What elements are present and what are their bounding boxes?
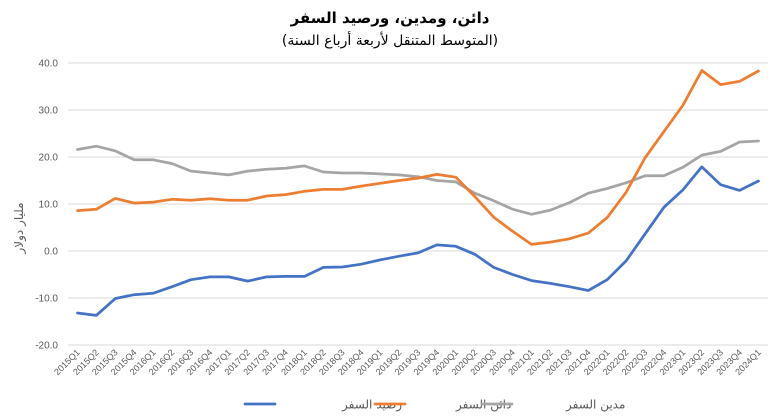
x-axis-ticks: 2015Q12015Q22015Q32015Q42016Q12016Q22016… [52, 347, 763, 377]
y-tick-label: 0.0 [44, 247, 58, 258]
y-axis-label: مليار دولار [12, 202, 27, 254]
y-tick-label: -10.0 [35, 294, 58, 305]
y-tick-label: 30.0 [39, 106, 59, 117]
y-tick-label: 10.0 [39, 200, 59, 211]
y-tick-label: -20.0 [35, 341, 58, 352]
y-tick-label: 40.0 [39, 59, 59, 70]
series-lines [76, 69, 760, 317]
y-axis-ticks: 40.0 30.0 20.0 10.0 0.0 -10.0 -20.0 [35, 59, 58, 352]
series-line-1 [76, 69, 760, 246]
legend-label: رصيد السفر [341, 398, 402, 413]
legend-label: مدين السفر [565, 398, 625, 413]
series-line-0 [76, 165, 760, 317]
y-tick-label: 20.0 [39, 153, 59, 164]
chart-subtitle: (المتوسط المتنقل لأربعة أرباع السنة) [282, 31, 498, 49]
chart-title: دائن، ومدين، ورصيد السفر [290, 9, 490, 27]
gridlines [68, 62, 768, 346]
